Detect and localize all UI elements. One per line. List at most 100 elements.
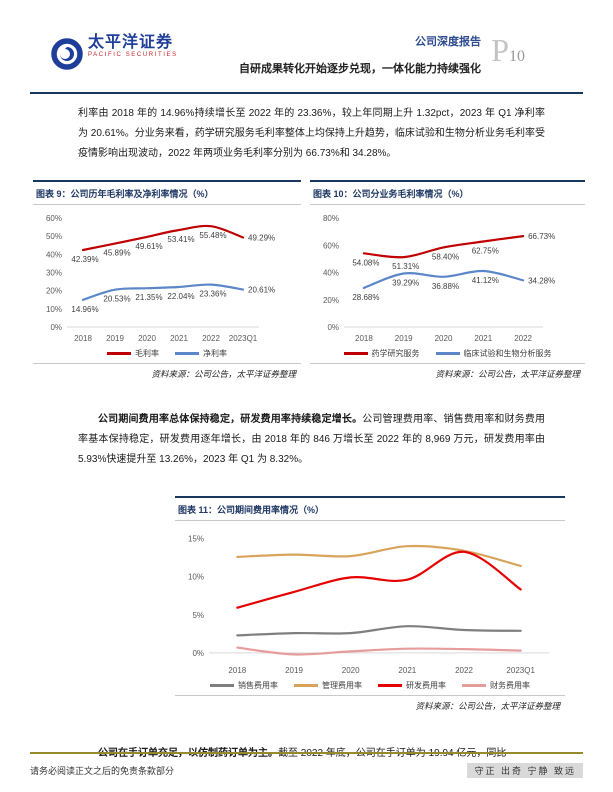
svg-text:2019: 2019 [395, 334, 413, 343]
figure-9-title: 图表 9：公司历年毛利率及净利率情况（%） [33, 182, 301, 205]
page-header: 太平洋证券 PACIFIC SECURITIES 公司深度报告 自研成果转化开始… [30, 0, 583, 92]
legend-swatch [435, 352, 460, 355]
report-type-label: 公司深度报告 [415, 36, 481, 48]
svg-text:2020: 2020 [138, 334, 156, 343]
page-body: 利率由 2018 年的 14.96%持续增长至 2022 年的 23.36%，较… [0, 92, 613, 764]
page-number: P10 [491, 32, 525, 69]
svg-text:41.12%: 41.12% [472, 276, 499, 285]
footer-motto: 守正 出奇 宁静 致远 [467, 763, 583, 778]
svg-text:60%: 60% [323, 241, 339, 250]
paragraph-expenses: 公司期间费用率总体保持稳定，研发费用率持续稳定增长。公司管理费用率、销售费用率和… [78, 410, 545, 470]
svg-text:2018: 2018 [355, 334, 373, 343]
svg-text:15%: 15% [188, 535, 204, 544]
svg-text:20.61%: 20.61% [248, 286, 275, 295]
svg-text:49.29%: 49.29% [248, 233, 275, 242]
svg-text:2022: 2022 [202, 334, 220, 343]
header-divider [30, 92, 583, 94]
paragraph-expenses-rest: 公司管理费用率、销售费用率和财务费用率基本保持稳定，研发费用逐年增长，由 201… [78, 414, 546, 465]
figure-9: 图表 9：公司历年毛利率及净利率情况（%） 0% 10% 20% 30% 40% 50% 6… [33, 180, 301, 386]
svg-text:62.75%: 62.75% [472, 247, 499, 256]
figure-11-legend: 销售费用率 管理费用率 研发费用率 财务费用率 [175, 679, 565, 695]
figure-11-source: 资料来源：公司公告，太平洋证券整理 [175, 695, 565, 718]
legend-item: 药学研究服务 [343, 348, 420, 359]
page-number-value: 10 [509, 48, 525, 65]
legend-swatch [175, 352, 199, 355]
pacific-securities-logo-icon [39, 29, 83, 77]
legend-item: 管理费用率 [294, 680, 362, 691]
svg-text:2023Q1: 2023Q1 [229, 334, 258, 343]
figure-10-line-chart: 0% 20% 40% 60% 80% 2018 2019 2020 2021 2022 54.08%… [323, 214, 555, 343]
legend-swatch [378, 684, 402, 687]
figure-10-source: 资料来源：公司公告，太平洋证券整理 [310, 363, 585, 386]
svg-text:40%: 40% [323, 269, 339, 278]
legend-item: 研发费用率 [378, 680, 446, 691]
footer-disclaimer: 请务必阅读正文之后的免责条款部分 [30, 766, 175, 776]
svg-text:2022: 2022 [514, 334, 532, 343]
svg-text:5%: 5% [192, 611, 204, 620]
legend-item: 销售费用率 [210, 680, 278, 691]
page-footer: 请务必阅读正文之后的免责条款部分 守正 出奇 宁静 致远 [30, 752, 583, 778]
figure-10-title: 图表 10：公司分业务毛利率情况（%） [310, 182, 585, 205]
svg-text:58.40%: 58.40% [432, 252, 459, 261]
legend-item: 净利率 [175, 348, 227, 359]
logo-text-en: PACIFIC SECURITIES [88, 52, 178, 58]
svg-text:0%: 0% [192, 649, 204, 658]
legend-item: 财务费用率 [462, 680, 530, 691]
logo-text-cn: 太平洋证券 [88, 34, 174, 51]
legend-item: 毛利率 [107, 348, 159, 359]
svg-text:51.31%: 51.31% [392, 262, 419, 271]
svg-text:2021: 2021 [398, 666, 416, 675]
svg-text:20%: 20% [46, 287, 62, 296]
figure-11: 图表 11：公司期间费用率情况（%） 0% 5% 10% 15% 2018 2019 202… [175, 496, 565, 718]
figures-row: 图表 9：公司历年毛利率及净利率情况（%） 0% 10% 20% 30% 40% 50% 6… [33, 180, 585, 386]
svg-text:2019: 2019 [106, 334, 124, 343]
svg-text:34.28%: 34.28% [528, 276, 555, 285]
figure-9-legend: 毛利率 净利率 [33, 347, 301, 363]
page-number-prefix: P [491, 32, 509, 68]
svg-text:2020: 2020 [435, 334, 453, 343]
header-titles: 公司深度报告 自研成果转化开始逐步兑现，一体化能力持续强化 [239, 33, 481, 76]
svg-text:66.73%: 66.73% [528, 232, 555, 241]
company-logo: 太平洋证券 PACIFIC SECURITIES [36, 27, 176, 86]
figure-11-line-chart: 0% 5% 10% 15% 2018 2019 2020 2021 2022 2023Q1 [188, 535, 549, 675]
svg-text:22.04%: 22.04% [167, 292, 194, 301]
svg-text:50%: 50% [46, 232, 62, 241]
svg-text:42.39%: 42.39% [71, 255, 98, 264]
legend-swatch [210, 684, 234, 687]
svg-text:60%: 60% [46, 214, 62, 223]
svg-text:2021: 2021 [170, 334, 188, 343]
svg-text:21.35%: 21.35% [135, 293, 162, 302]
svg-text:45.89%: 45.89% [103, 249, 130, 258]
svg-text:2019: 2019 [285, 666, 303, 675]
svg-text:2018: 2018 [74, 334, 92, 343]
svg-text:20.53%: 20.53% [103, 295, 130, 304]
svg-text:28.68%: 28.68% [352, 293, 379, 302]
figure-10-legend: 药学研究服务 临床试验和生物分析服务 [310, 347, 585, 363]
legend-swatch [294, 684, 318, 687]
svg-text:2018: 2018 [228, 666, 246, 675]
svg-text:2022: 2022 [455, 666, 473, 675]
legend-swatch [462, 684, 486, 687]
figure-9-line-chart: 0% 10% 20% 30% 40% 50% 60% 2018 2019 2020 2021 2022… [46, 214, 275, 343]
legend-swatch [343, 352, 368, 355]
svg-text:10%: 10% [46, 305, 62, 314]
legend-item: 临床试验和生物分析服务 [435, 348, 552, 359]
svg-text:23.36%: 23.36% [199, 290, 226, 299]
legend-swatch [107, 352, 131, 355]
report-title: 自研成果转化开始逐步兑现，一体化能力持续强化 [239, 63, 481, 75]
paragraph-margins: 利率由 2018 年的 14.96%持续增长至 2022 年的 23.36%，较… [78, 108, 545, 159]
figure-9-source: 资料来源：公司公告，太平洋证券整理 [33, 363, 301, 386]
figure-10: 图表 10：公司分业务毛利率情况（%） 0% 20% 40% 60% 80% 2018 20… [310, 180, 585, 386]
svg-text:2023Q1: 2023Q1 [506, 666, 535, 675]
svg-text:0%: 0% [327, 323, 339, 332]
svg-text:54.08%: 54.08% [352, 258, 379, 267]
svg-text:30%: 30% [46, 269, 62, 278]
figure-11-wrap: 图表 11：公司期间费用率情况（%） 0% 5% 10% 15% 2018 2019 202… [175, 496, 565, 718]
svg-text:2021: 2021 [474, 334, 492, 343]
paragraph-expenses-lead: 公司期间费用率总体保持稳定，研发费用率持续稳定增长。 [98, 414, 363, 425]
svg-text:0%: 0% [50, 323, 62, 332]
svg-text:20%: 20% [323, 296, 339, 305]
svg-text:39.29%: 39.29% [392, 278, 419, 287]
svg-text:55.48%: 55.48% [199, 231, 226, 240]
